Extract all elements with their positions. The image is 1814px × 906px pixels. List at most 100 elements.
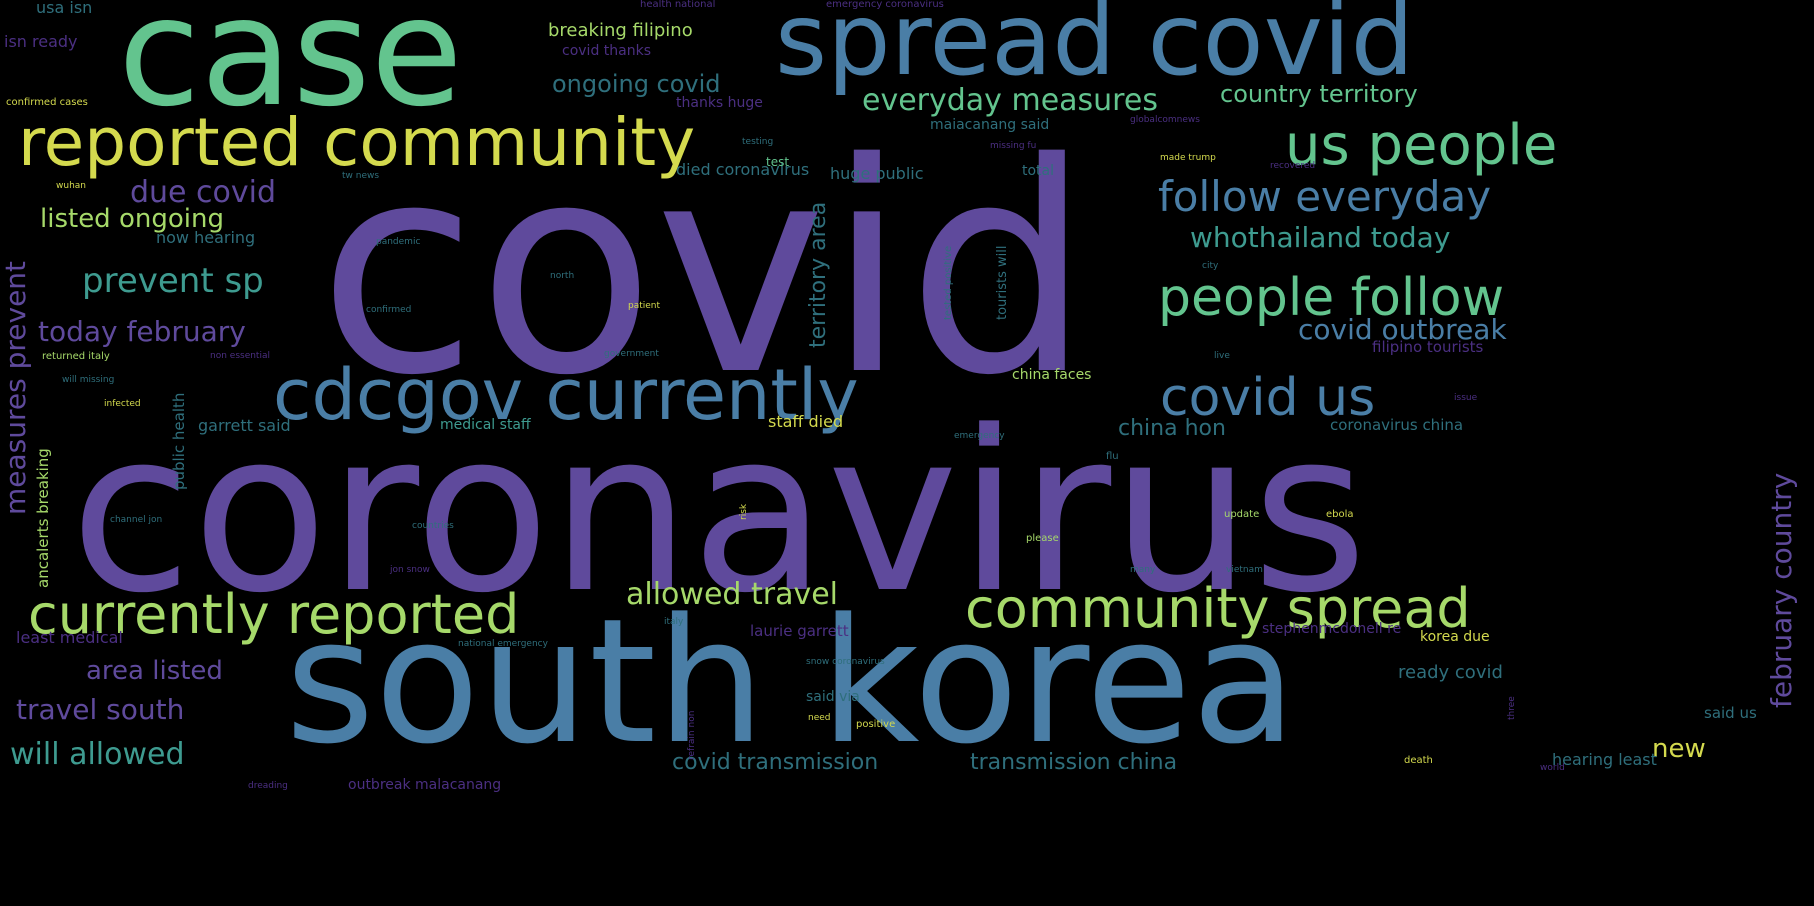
word-testing: testing bbox=[742, 137, 774, 147]
word-covid-outbreak: covid outbreak bbox=[1298, 313, 1507, 346]
word-snow-coronavirus: snow coronavirus bbox=[806, 657, 885, 667]
word-new: new bbox=[1652, 734, 1706, 764]
word-maiacanang-said: maiacanang said bbox=[930, 117, 1050, 133]
word-risk: risk bbox=[739, 503, 749, 520]
word-china-hon: china hon bbox=[1118, 416, 1226, 441]
word-health-national: health national bbox=[640, 0, 716, 10]
word-ancalerts-breaking: ancalerts breaking bbox=[34, 448, 52, 588]
word-case: case bbox=[118, 0, 463, 140]
word-follow-everyday: follow everyday bbox=[1158, 172, 1492, 221]
word-confirmed-cases: confirmed cases bbox=[6, 97, 88, 108]
word-flu: flu bbox=[1106, 451, 1119, 462]
word-dreading: dreading bbox=[248, 781, 288, 791]
word-staff-died: staff died bbox=[768, 412, 844, 431]
word-huge-public: huge public bbox=[830, 164, 924, 183]
word-covid-transmission: covid transmission bbox=[672, 750, 879, 775]
word-pandemic: pandemic bbox=[376, 237, 421, 247]
word-china-faces: china faces bbox=[1012, 367, 1092, 383]
word-us-people: us people bbox=[1285, 113, 1558, 178]
word-public-health: public health bbox=[170, 392, 188, 490]
word-globalcomnews: globalcomnews bbox=[1130, 115, 1200, 125]
word-covid-us: covid us bbox=[1160, 368, 1376, 428]
word-three: three bbox=[1507, 696, 1517, 720]
word-will-missing: will missing bbox=[62, 375, 115, 385]
word-national-emergency: national emergency bbox=[458, 639, 548, 649]
word-channel-jon: channel jon bbox=[110, 515, 163, 525]
word-due-covid: due covid bbox=[130, 175, 277, 210]
word-isn-ready: isn ready bbox=[4, 32, 78, 51]
word-jon-snow: jon snow bbox=[390, 565, 430, 575]
word-italy: italy bbox=[664, 617, 684, 627]
word-spread-covid: spread covid bbox=[775, 0, 1415, 98]
word-issue: issue bbox=[1454, 393, 1478, 403]
word-total: total bbox=[1022, 163, 1055, 179]
word-filipino-tourists: filipino tourists bbox=[1372, 338, 1484, 356]
word-ongoing-covid: ongoing covid bbox=[552, 70, 721, 98]
word-travel-south: travel south bbox=[16, 693, 185, 726]
word-need: need bbox=[808, 713, 831, 723]
word-infected: infected bbox=[104, 399, 141, 409]
word-vietnam: vietnam bbox=[1226, 565, 1263, 575]
word-emergency: emergency bbox=[954, 431, 1005, 441]
word-hearing-least: hearing least bbox=[1552, 750, 1657, 769]
word-usa-isn: usa isn bbox=[36, 0, 93, 17]
word-listed-ongoing: listed ongoing bbox=[40, 204, 224, 234]
word-coronavirus-china: coronavirus china bbox=[1330, 416, 1464, 434]
word-north: north bbox=[550, 271, 575, 281]
word-covid: covid bbox=[318, 102, 1092, 439]
word-test: test bbox=[766, 155, 790, 169]
word-wuhan: wuhan bbox=[56, 181, 86, 191]
word-country-territory: country territory bbox=[1220, 80, 1418, 108]
word-died-coronavirus: died coronavirus bbox=[676, 160, 810, 179]
word-reported-community: reported community bbox=[18, 104, 696, 181]
word-will-allowed: will allowed bbox=[10, 737, 185, 772]
word-korea-due: korea due bbox=[1420, 629, 1490, 645]
word-allowed-travel: allowed travel bbox=[626, 577, 839, 612]
word-made-trump: made trump bbox=[1160, 153, 1216, 163]
word-tw-news: tw news bbox=[342, 171, 380, 181]
word-laurie-garrett: laurie garrett bbox=[750, 622, 849, 640]
word-tested-positive: tested positive bbox=[943, 245, 954, 320]
word-ebola: ebola bbox=[1326, 509, 1354, 520]
word-recovered: recovered bbox=[1270, 161, 1316, 171]
word-death: death bbox=[1404, 755, 1433, 766]
word-community-spread: community spread bbox=[965, 577, 1471, 640]
word-everyday-measures: everyday measures bbox=[862, 83, 1158, 118]
word-many: many bbox=[1130, 565, 1156, 575]
word-now-hearing: now hearing bbox=[156, 228, 256, 247]
word-garrett-said: garrett said bbox=[198, 416, 291, 435]
word-patient: patient bbox=[628, 301, 661, 311]
word-area-listed: area listed bbox=[86, 656, 223, 686]
word-refrain-non: refrain non bbox=[687, 710, 697, 760]
word-world: world bbox=[1540, 763, 1565, 773]
word-returned-italy: returned italy bbox=[42, 351, 110, 362]
word-whothailand-today: whothailand today bbox=[1190, 221, 1451, 254]
word-thanks-huge: thanks huge bbox=[676, 95, 763, 111]
word-currently-reported: currently reported bbox=[28, 583, 520, 646]
word-transmission-china: transmission china bbox=[970, 750, 1178, 775]
word-said-via: said via bbox=[806, 689, 860, 705]
word-february-country: february country bbox=[1765, 472, 1798, 708]
word-live: live bbox=[1214, 351, 1230, 361]
word-government: government bbox=[604, 349, 659, 359]
word-city: city bbox=[1202, 261, 1219, 271]
word-today-february: today february bbox=[38, 315, 246, 348]
word-south-korea: south korea bbox=[285, 581, 1297, 782]
word-territory-area: territory area bbox=[806, 201, 831, 348]
word-said-us: said us bbox=[1704, 704, 1757, 722]
word-non-essential: non essential bbox=[210, 351, 270, 361]
word-medical-staff: medical staff bbox=[440, 417, 531, 433]
word-cdcgov-currently: cdcgov currently bbox=[273, 354, 859, 436]
word-prevent-sp: prevent sp bbox=[82, 261, 264, 301]
word-measures-prevent: measures prevent bbox=[0, 260, 32, 515]
word-confirmed: confirmed bbox=[366, 305, 412, 315]
word-least-medical: least medical bbox=[16, 628, 123, 647]
word-stephenmcdonell-re: stephenmcdonell re bbox=[1262, 621, 1402, 637]
word-update: update bbox=[1224, 509, 1260, 520]
word-positive: positive bbox=[856, 719, 896, 730]
word-countries: countries bbox=[412, 521, 454, 531]
word-covid-thanks: covid thanks bbox=[562, 43, 651, 59]
word-ready-covid: ready covid bbox=[1398, 662, 1503, 683]
word-people-follow: people follow bbox=[1158, 268, 1505, 328]
